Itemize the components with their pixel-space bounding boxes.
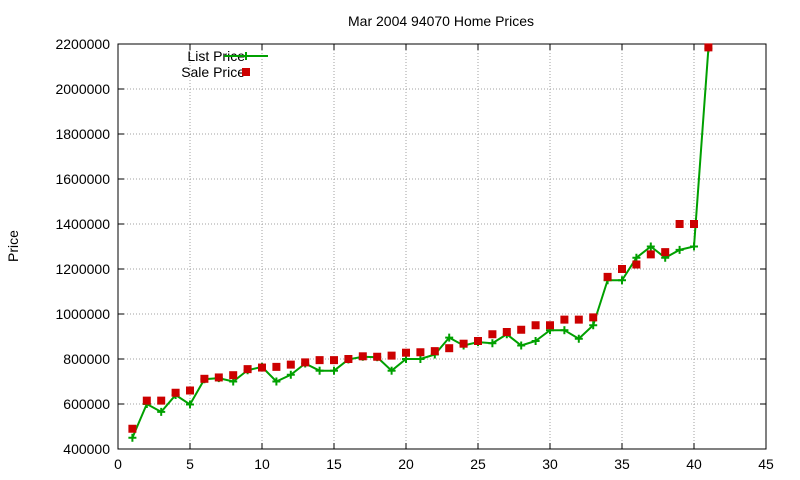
data-point-sale-price [330,356,338,365]
chart-title: Mar 2004 94070 Home Prices [348,13,534,29]
y-tick-label: 800000 [63,351,110,367]
data-point-sale-price [402,348,410,357]
data-point-sale-price [286,360,295,369]
data-point-sale-price [387,351,396,360]
data-point-sale-price [142,396,151,405]
series-list-price [128,44,713,442]
data-point-sale-price [416,348,425,357]
legend-label-list-price: List Price [187,48,245,64]
y-tick-label: 1800000 [55,126,110,142]
x-tick-label: 10 [254,456,270,472]
data-point-list-price [445,333,454,342]
data-point-sale-price [258,363,266,372]
data-point-sale-price [200,374,209,383]
plot-frame [117,43,767,450]
axis-ticks: 0 5 10 15 20 25 30 35 40 45 400000 600000 800000 1000… [55,36,774,472]
data-point-list-price [330,366,338,375]
data-point-list-price [560,326,569,335]
data-point-list-price [675,245,684,254]
data-point-list-price [690,242,698,251]
data-point-sale-price [589,313,598,322]
data-point-sale-price [459,339,468,348]
data-point-list-price [517,341,526,350]
data-point-list-price [618,276,626,285]
data-point-list-price [387,366,396,375]
x-tick-label: 45 [758,456,774,472]
y-tick-label: 1000000 [55,306,110,322]
data-point-sale-price [488,330,497,339]
data-point-list-price [589,321,598,330]
x-tick-label: 5 [186,456,194,472]
data-point-list-price [128,433,137,442]
data-point-sale-price [560,315,569,324]
legend: List Price Sale Price [181,48,268,80]
data-point-list-price [416,355,425,363]
data-point-sale-price [474,337,482,345]
legend-label-sale-price: Sale Price [181,64,245,80]
y-tick-label: 400000 [63,441,110,457]
series-sale-price [128,43,713,433]
data-point-sale-price [243,365,252,374]
data-point-list-price [531,337,540,345]
data-point-sale-price [704,43,713,52]
data-point-sale-price [646,250,655,259]
y-axis-label: Price [5,230,21,262]
data-point-sale-price [618,265,626,273]
data-point-sale-price [675,220,684,228]
data-point-sale-price [301,358,310,367]
x-tick-label: 40 [686,456,702,472]
data-point-sale-price [229,371,238,380]
data-point-list-price [315,366,324,375]
y-tick-label: 2200000 [55,36,110,52]
data-point-sale-price [186,386,194,395]
y-tick-label: 1400000 [55,216,110,232]
data-point-sale-price [690,220,698,228]
data-point-sale-price [546,321,554,330]
data-point-sale-price [632,260,641,269]
data-point-sale-price [430,347,439,356]
data-point-sale-price [531,321,540,330]
data-point-list-price [286,370,295,379]
y-tick-label: 1600000 [55,171,110,187]
data-point-list-price [157,407,166,416]
data-point-sale-price [315,356,324,365]
legend-marker-list-price [242,52,250,60]
grid-lines [118,44,766,449]
data-point-sale-price [603,272,612,281]
legend-marker-sale-price [242,68,250,76]
x-tick-label: 25 [470,456,486,472]
data-point-sale-price [358,352,367,361]
data-point-list-price [632,253,641,262]
y-tick-label: 600000 [63,396,110,412]
data-point-sale-price [445,344,454,353]
data-point-sale-price [517,325,526,334]
x-tick-label: 20 [398,456,414,472]
y-tick-label: 1200000 [55,261,110,277]
series-layer [128,43,713,442]
data-point-list-price [574,334,583,343]
x-tick-label: 35 [614,456,630,472]
data-point-sale-price [272,362,281,371]
data-point-list-price [488,339,497,348]
data-point-list-price [272,377,281,386]
data-point-sale-price [214,373,223,382]
data-point-list-price [646,242,655,251]
legend-sample-sale-price [242,68,250,76]
data-point-sale-price [574,315,583,324]
data-point-sale-price [373,352,382,361]
x-tick-label: 15 [326,456,342,472]
data-point-sale-price [128,424,137,433]
data-point-sale-price [344,355,353,363]
data-point-sale-price [502,328,511,336]
y-tick-label: 2000000 [55,81,110,97]
data-point-sale-price [661,248,670,257]
data-point-sale-price [157,396,166,405]
data-point-sale-price [171,388,180,397]
x-tick-label: 0 [114,456,122,472]
legend-sample-list-price [224,52,268,60]
data-point-list-price [186,400,194,409]
x-tick-label: 30 [542,456,558,472]
